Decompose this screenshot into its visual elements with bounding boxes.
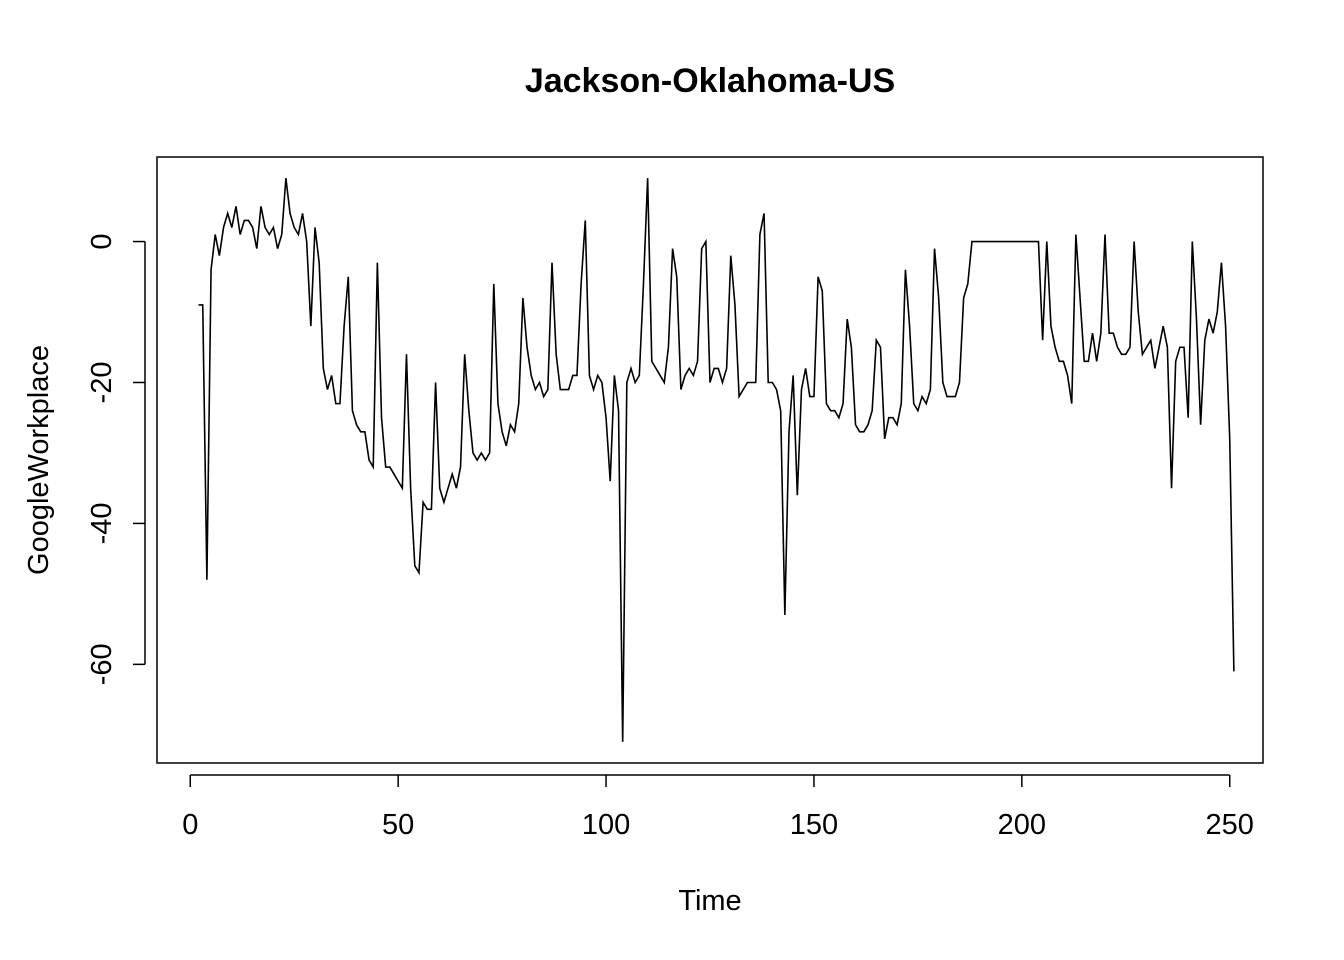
plot-box (156, 156, 1264, 764)
y-axis-label: GoogleWorkplace (23, 345, 55, 575)
x-tick-label: 0 (182, 809, 198, 841)
x-tick-label: 100 (582, 809, 630, 841)
y-tick-label: -60 (86, 643, 118, 685)
x-tick-label: 200 (998, 809, 1046, 841)
x-tick-label: 250 (1206, 809, 1254, 841)
y-tick-label: -40 (86, 502, 118, 544)
x-axis-label: Time (678, 885, 741, 917)
x-tick-label: 50 (382, 809, 414, 841)
x-tick-label: 150 (790, 809, 838, 841)
chart-title: Jackson-Oklahoma-US (525, 62, 895, 100)
series-line (198, 178, 1235, 742)
y-tick-label: -20 (86, 362, 118, 404)
y-tick-label: 0 (86, 233, 118, 249)
y-axis: -60 -40 -20 0 (86, 233, 146, 685)
x-axis: 0 50 100 150 200 250 (182, 774, 1254, 841)
series-group (198, 178, 1235, 742)
